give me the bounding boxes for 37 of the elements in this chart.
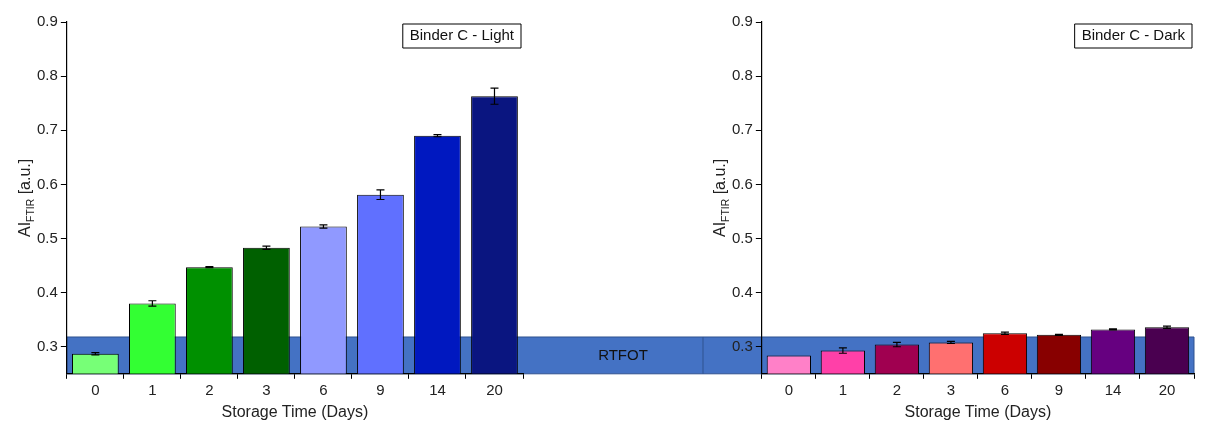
x-tick-label: 3	[262, 380, 271, 398]
annotation: Binder C - Light	[409, 26, 515, 44]
y-tick-label: 0.5	[36, 228, 58, 246]
y-tick-label: 0.5	[731, 228, 753, 246]
y-tick-label: 0.6	[36, 174, 58, 192]
x-tick-label: 0	[784, 380, 794, 398]
annotation: Binder C - Dark	[1081, 26, 1186, 44]
y-tick-label: 0.4	[36, 282, 58, 300]
y-tick-label: 0.6	[731, 174, 753, 192]
x-tick-label: 0	[91, 380, 100, 398]
y-tick-label: 0.9	[36, 12, 58, 30]
x-tick-label: 9	[1054, 380, 1064, 398]
y-tick-label: 0.8	[36, 66, 58, 84]
x-axis-title: Storage Time (Days)	[221, 402, 369, 420]
x-tick-label: 6	[1000, 380, 1010, 398]
y-tick-label: 0.3	[36, 336, 58, 354]
x-axis-title: Storage Time (Days)	[904, 402, 1052, 420]
x-tick-label: 20	[1158, 380, 1176, 398]
band-label: RTFOT	[598, 345, 648, 363]
y-tick-label: 0.3	[731, 336, 753, 354]
x-tick-label: 20	[486, 380, 503, 398]
y-tick-label: 0.4	[731, 282, 753, 300]
y-tick-label: 0.8	[731, 66, 753, 84]
x-tick-label: 1	[148, 380, 157, 398]
x-tick-label: 6	[319, 380, 328, 398]
x-tick-label: 1	[838, 380, 848, 398]
x-tick-label: 3	[946, 380, 956, 398]
y-axis-title: AIFTIR [a.u.]	[711, 158, 731, 238]
y-axis-title: AIFTIR [a.u.]	[16, 158, 36, 238]
x-tick-label: 14	[1104, 380, 1122, 398]
x-tick-label: 9	[376, 380, 385, 398]
x-tick-label: 2	[205, 380, 214, 398]
y-tick-label: 0.7	[36, 120, 58, 138]
x-tick-label: 14	[429, 380, 446, 398]
y-tick-label: 0.7	[731, 120, 753, 138]
y-tick-label: 0.9	[731, 12, 753, 30]
x-tick-label: 2	[892, 380, 902, 398]
